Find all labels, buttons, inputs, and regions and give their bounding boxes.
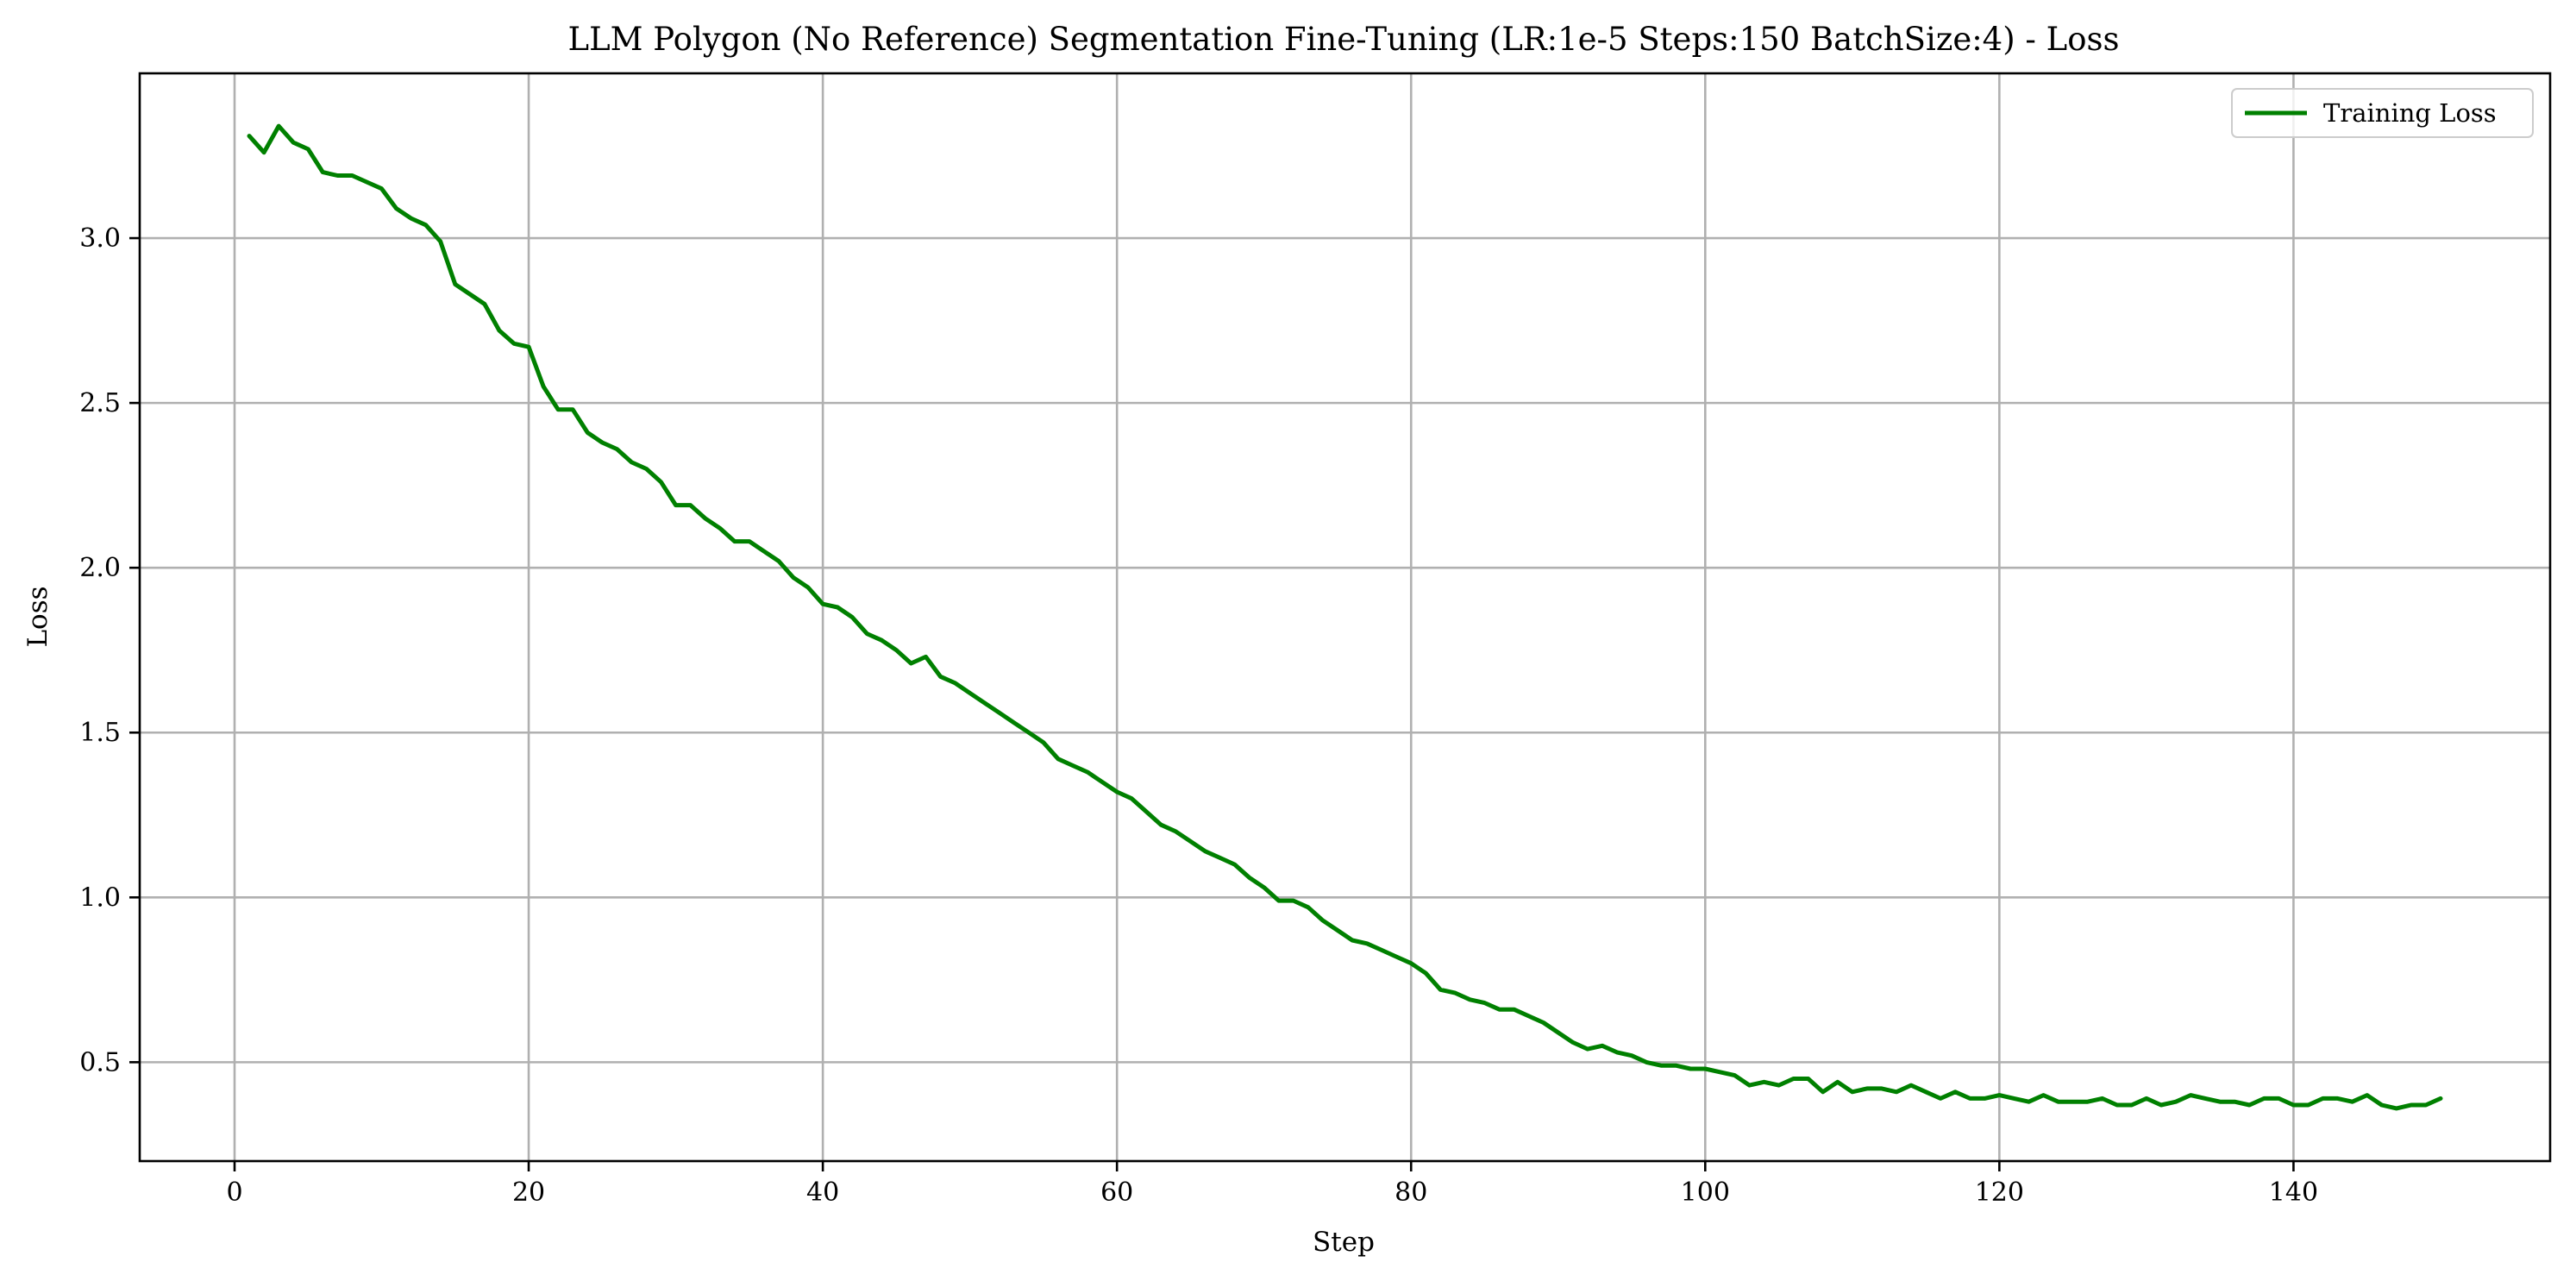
x-tick-label: 140 — [2269, 1177, 2318, 1208]
x-tick-label: 60 — [1100, 1177, 1133, 1208]
y-tick-label: 2.5 — [79, 388, 121, 418]
x-tick-label: 0 — [226, 1177, 242, 1208]
y-tick-label: 1.5 — [79, 718, 121, 748]
ticks: 0 20 40 60 80 100 120 140 0.5 1.0 1.5 2.0 2.5 3.0 — [79, 223, 2318, 1208]
legend-box — [2231, 88, 2534, 138]
x-tick-label: 20 — [512, 1177, 545, 1208]
y-tick-label: 1.0 — [79, 882, 121, 913]
y-tick-label: 0.5 — [79, 1047, 121, 1077]
x-tick-label: 80 — [1395, 1177, 1427, 1208]
x-tick-label: 40 — [806, 1177, 839, 1208]
plot-frame — [138, 72, 2552, 1163]
chart-title: LLM Polygon (No Reference) Segmentation … — [568, 21, 2120, 58]
series-line-training-loss — [247, 123, 2443, 1111]
legend: Training Loss — [2231, 88, 2534, 138]
x-tick-label: 120 — [1975, 1177, 2024, 1208]
y-tick-label: 2.0 — [79, 553, 121, 583]
grid — [140, 73, 2550, 1161]
legend-label-training-loss: Training Loss — [2323, 98, 2497, 128]
x-axis-label: Step — [1313, 1227, 1375, 1258]
y-tick-label: 3.0 — [79, 223, 121, 254]
x-tick-label: 100 — [1681, 1177, 1730, 1208]
y-axis-label: Loss — [22, 586, 53, 647]
series-layer — [247, 123, 2443, 1111]
